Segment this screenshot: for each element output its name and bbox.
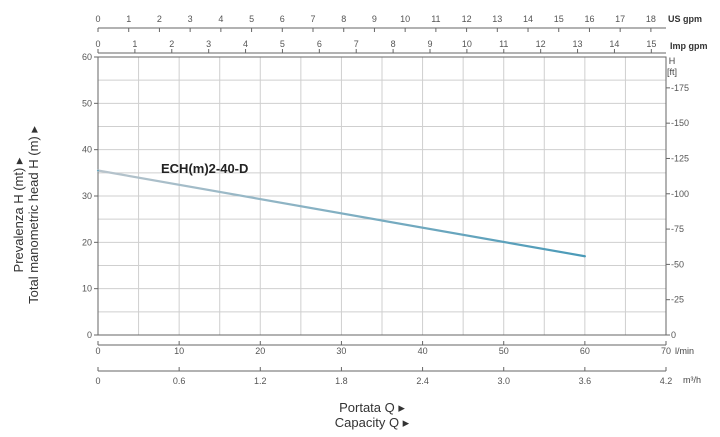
- lmin-tick-label: 30: [336, 346, 346, 356]
- us-gpm-tick-label: 12: [462, 14, 472, 24]
- us-gpm-tick-label: 6: [280, 14, 285, 24]
- ft-tick-label: -75: [671, 224, 684, 234]
- curve-label: ECH(m)2-40-D: [161, 161, 248, 176]
- m3h-tick-label: 3.6: [579, 376, 592, 386]
- imp-gpm-tick-label: 15: [646, 39, 656, 49]
- lmin-tick-label: 10: [174, 346, 184, 356]
- imp-gpm-tick-label: 11: [499, 39, 508, 49]
- x-axis-title-it: Portata Q ▸: [339, 400, 405, 415]
- m3h-tick-label: 1.2: [254, 376, 267, 386]
- us-gpm-tick-label: 13: [492, 14, 502, 24]
- imp-gpm-tick-label: 5: [280, 39, 285, 49]
- us-gpm-tick-label: 0: [95, 14, 100, 24]
- imp-gpm-tick-label: 9: [427, 39, 432, 49]
- y-tick-label: 0: [87, 330, 92, 340]
- lmin-tick-label: 0: [95, 346, 100, 356]
- lmin-tick-label: 60: [580, 346, 590, 356]
- us-gpm-tick-label: 1: [126, 14, 131, 24]
- y-tick-label: 40: [82, 145, 92, 155]
- y-tick-label: 50: [82, 98, 92, 108]
- series-lines: [96, 169, 586, 258]
- y-tick-label: 10: [82, 284, 92, 294]
- us-gpm-tick-label: 10: [400, 14, 410, 24]
- m3h-tick-label: 0.6: [173, 376, 186, 386]
- us-gpm-tick-label: 18: [646, 14, 656, 24]
- m3h-tick-label: 0: [95, 376, 100, 386]
- imp-gpm-tick-label: 3: [206, 39, 211, 49]
- ft-tick-label: -50: [671, 259, 684, 269]
- x-axis-title-en: Capacity Q ▸: [335, 415, 410, 430]
- m3h-tick-label: 2.4: [416, 376, 429, 386]
- axes: [94, 27, 670, 372]
- m3h-tick-label: 4.2: [660, 376, 673, 386]
- lmin-tick-label: 50: [499, 346, 509, 356]
- ft-tick-label: 0: [671, 330, 676, 340]
- lmin-tick-label: 20: [255, 346, 265, 356]
- us-gpm-tick-label: 9: [372, 14, 377, 24]
- y-axis-title-it: Prevalenza H (mt) ▸: [11, 157, 26, 272]
- m3h-unit: m³/h: [683, 375, 701, 385]
- imp-gpm-tick-label: 2: [169, 39, 174, 49]
- imp-gpm-tick-label: 13: [573, 39, 583, 49]
- performance-curve: [96, 169, 586, 258]
- imp-gpm-tick-label: 4: [243, 39, 248, 49]
- ft-unit-line2: [ft]: [667, 67, 677, 77]
- imp-gpm-tick-label: 14: [609, 39, 619, 49]
- tick-labels: 01020304050600-25-50-75-100-125-150-1750…: [82, 14, 689, 386]
- ft-tick-label: -100: [671, 189, 689, 199]
- imp-gpm-tick-label: 6: [317, 39, 322, 49]
- imp-gpm-tick-label: 7: [354, 39, 359, 49]
- us-gpm-tick-label: 5: [249, 14, 254, 24]
- ft-tick-label: -125: [671, 153, 689, 163]
- imp-gpm-tick-label: 8: [391, 39, 396, 49]
- us-gpm-tick-label: 11: [431, 14, 440, 24]
- ft-tick-label: -175: [671, 83, 689, 93]
- us-gpm-tick-label: 7: [311, 14, 316, 24]
- ft-tick-label: -150: [671, 118, 689, 128]
- y-tick-label: 30: [82, 191, 92, 201]
- us-gpm-tick-label: 3: [188, 14, 193, 24]
- grid: [97, 56, 667, 336]
- us-gpm-tick-label: 16: [584, 14, 594, 24]
- imp-gpm-tick-label: 0: [95, 39, 100, 49]
- us-gpm-tick-label: 17: [615, 14, 625, 24]
- ft-tick-label: -25: [671, 295, 684, 305]
- us-gpm-tick-label: 15: [554, 14, 564, 24]
- y-axis-title-en: Total manometric head H (m) ▸: [26, 126, 41, 304]
- us-gpm-tick-label: 2: [157, 14, 162, 24]
- curve-point: [97, 169, 99, 172]
- m3h-tick-label: 3.0: [497, 376, 510, 386]
- us-gpm-tick-label: 4: [218, 14, 223, 24]
- imp-gpm-unit: Imp gpm: [670, 41, 708, 51]
- y-tick-label: 60: [82, 52, 92, 62]
- imp-gpm-tick-label: 12: [536, 39, 546, 49]
- lmin-tick-label: 40: [418, 346, 428, 356]
- us-gpm-unit: US gpm: [668, 14, 702, 24]
- y-tick-label: 20: [82, 237, 92, 247]
- lmin-unit: l/min: [675, 346, 694, 356]
- us-gpm-tick-label: 14: [523, 14, 533, 24]
- us-gpm-tick-label: 8: [341, 14, 346, 24]
- imp-gpm-tick-label: 1: [132, 39, 137, 49]
- imp-gpm-tick-label: 10: [462, 39, 472, 49]
- m3h-tick-label: 1.8: [335, 376, 348, 386]
- lmin-tick-label: 70: [661, 346, 671, 356]
- ft-unit-line1: H: [669, 56, 676, 66]
- curve-point: [584, 255, 586, 258]
